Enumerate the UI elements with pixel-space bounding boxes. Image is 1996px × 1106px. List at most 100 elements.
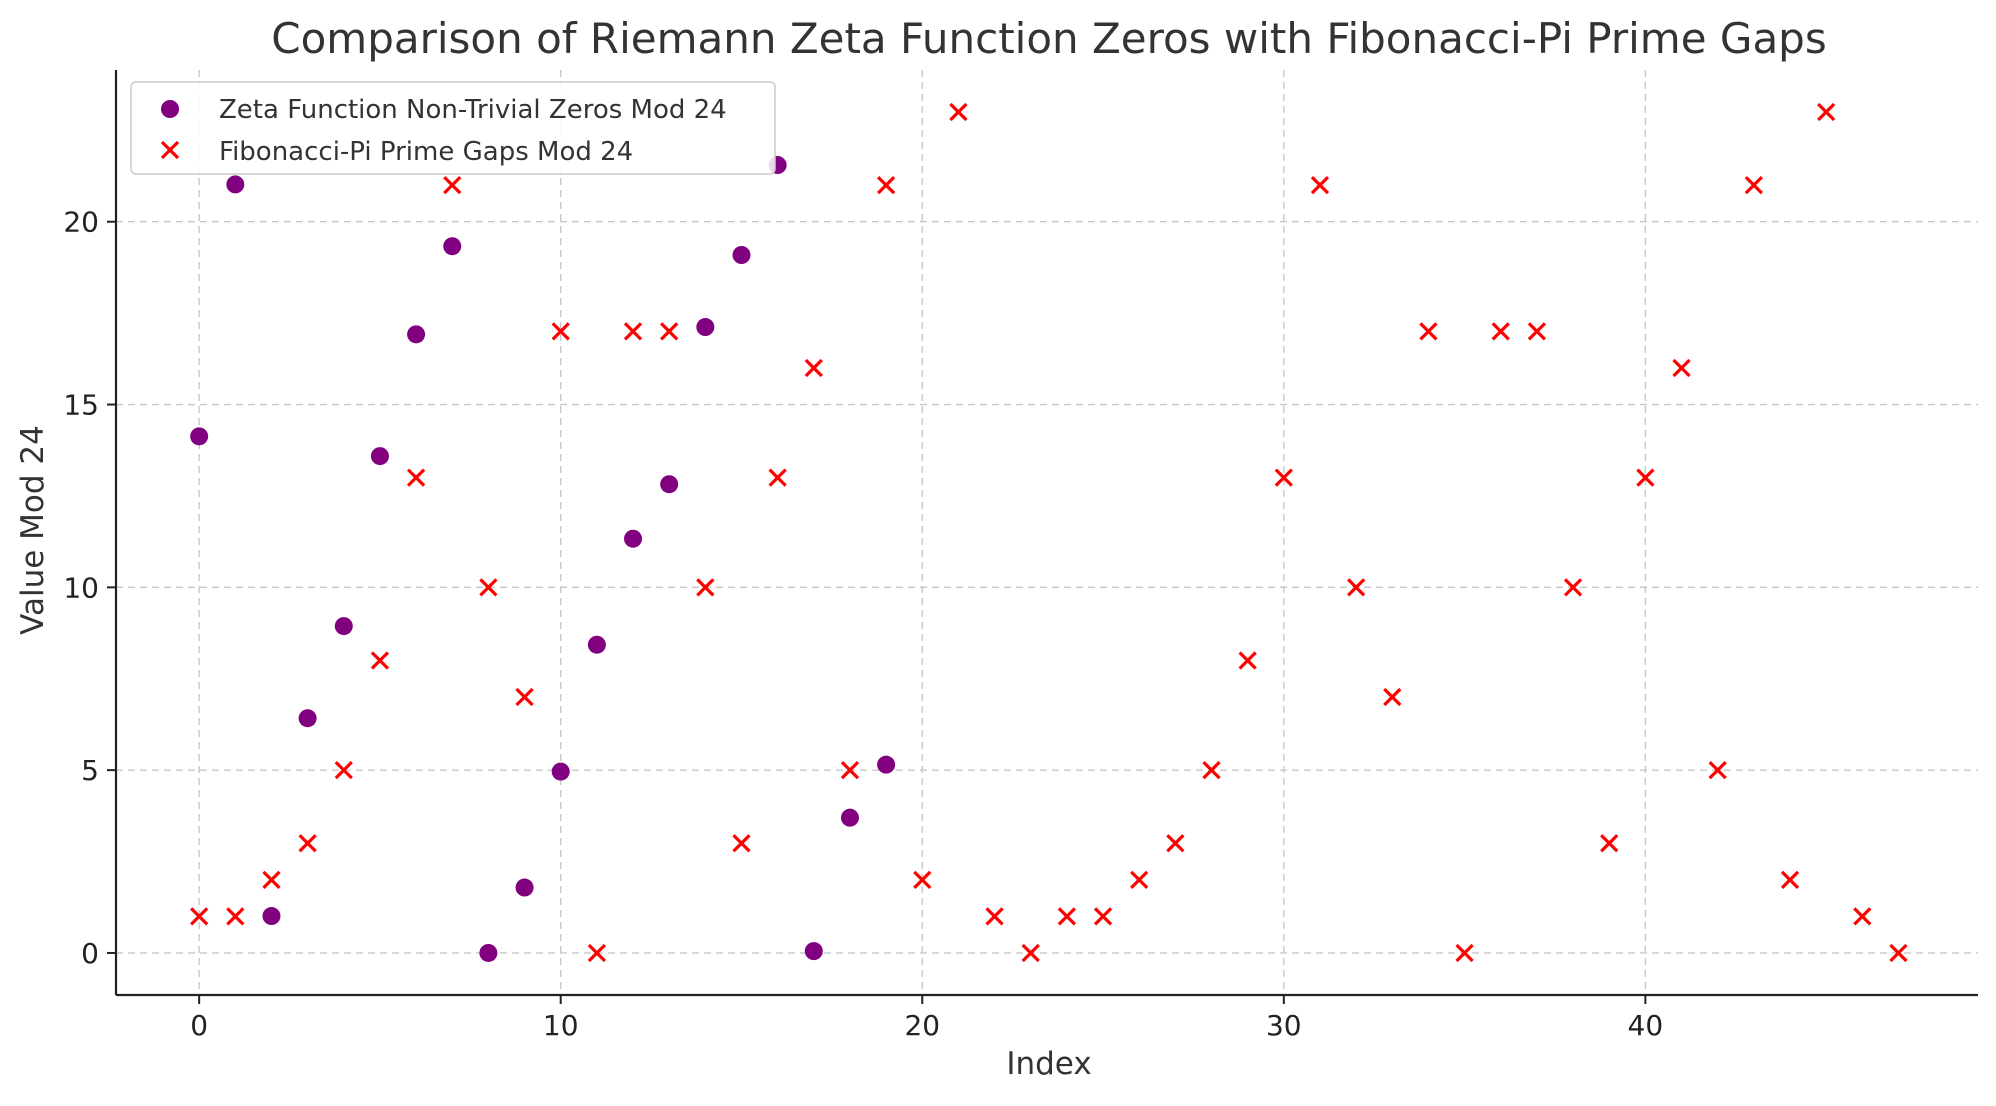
prime-gap-point — [334, 761, 353, 780]
prime-gap-point — [623, 322, 643, 341]
prime-gap-point-stroke — [262, 870, 281, 889]
prime-gap-point — [298, 834, 317, 853]
prime-gap-point — [443, 176, 462, 195]
x-tick-label: 10 — [543, 1009, 579, 1042]
prime-gap-point-stroke — [623, 322, 643, 341]
prime-gap-point-stroke — [1853, 907, 1872, 926]
prime-gap-point-stroke — [443, 176, 462, 195]
prime-gap-point-stroke — [1744, 176, 1763, 195]
prime-gap-point — [262, 870, 281, 889]
zeta-zero-point — [370, 447, 389, 466]
prime-gap-point — [1780, 870, 1800, 889]
zeta-zero-point — [696, 318, 715, 337]
prime-gap-point — [876, 176, 896, 195]
legend: Zeta Function Non-Trivial Zeros Mod 24 F… — [130, 81, 776, 175]
legend-x-marker — [160, 140, 180, 160]
x-tick-label: 40 — [1628, 1009, 1664, 1042]
prime-gap-point-stroke — [1274, 468, 1293, 487]
prime-gap-point — [1274, 468, 1293, 487]
zeta-zero-point — [624, 529, 643, 548]
prime-gap-point — [1130, 870, 1149, 889]
prime-gap-point-stroke — [1310, 176, 1330, 195]
prime-gap-point-stroke — [1780, 870, 1800, 889]
prime-gap-point — [1419, 322, 1438, 341]
axes: 0 10 20 30 40 0 5 10 15 20 — [63, 70, 1978, 1042]
prime-gap-point — [1491, 322, 1510, 341]
prime-gap-point-stroke — [1057, 907, 1077, 926]
x-tick-label: 20 — [904, 1009, 940, 1042]
prime-gap-point — [1346, 578, 1366, 597]
x-axis-label: Index — [1006, 1046, 1091, 1082]
prime-gap-point — [696, 578, 715, 597]
prime-gap-point — [840, 761, 860, 780]
prime-gap-point — [1021, 943, 1040, 963]
chart-title: Comparison of Riemann Zeta Function Zero… — [271, 14, 1826, 63]
y-axis-label: Value Mod 24 — [15, 425, 51, 635]
prime-gap-point — [1238, 651, 1257, 670]
prime-gap-point — [370, 651, 390, 670]
legend-label-zeta: Zeta Function Non-Trivial Zeros Mod 24 — [219, 95, 727, 125]
prime-gap-point — [804, 358, 823, 378]
zeta-zero-point — [298, 709, 317, 728]
prime-gap-point-stroke — [479, 578, 498, 597]
zeta-zero-point — [877, 755, 896, 774]
prime-gap-point-stroke — [913, 870, 932, 889]
zeta-zero-point — [226, 175, 245, 194]
prime-gap-point — [515, 687, 534, 707]
prime-gap-point-stroke — [1166, 834, 1185, 853]
series-1 — [190, 102, 1908, 963]
prime-gap-point — [1527, 322, 1547, 341]
prime-gap-point — [1383, 687, 1402, 707]
data-marks — [190, 102, 1908, 963]
prime-gap-point-stroke — [876, 176, 896, 195]
y-tick-label: 20 — [63, 206, 99, 239]
prime-gap-point-stroke — [985, 907, 1004, 926]
prime-gap-point — [1310, 176, 1330, 195]
prime-gap-point — [1672, 358, 1691, 378]
y-tick-label: 15 — [63, 389, 99, 422]
prime-gap-point — [1057, 907, 1077, 926]
prime-gap-point-stroke — [1527, 322, 1547, 341]
prime-gap-point-stroke — [1202, 761, 1221, 780]
prime-gap-point-stroke — [406, 468, 426, 487]
prime-gap-point-stroke — [696, 578, 715, 597]
prime-gap-point-stroke — [1672, 358, 1691, 378]
prime-gap-point — [1202, 761, 1221, 780]
prime-gap-point-stroke — [1817, 102, 1836, 122]
grid — [116, 70, 1978, 995]
prime-gap-point-stroke — [840, 761, 860, 780]
prime-gap-point-stroke — [1889, 943, 1908, 963]
prime-gap-point — [406, 468, 426, 487]
prime-gap-point — [1166, 834, 1185, 853]
legend-label-fibonacci: Fibonacci-Pi Prime Gaps Mod 24 — [219, 137, 633, 167]
prime-gap-point-stroke — [1491, 322, 1510, 341]
prime-gap-point — [985, 907, 1004, 926]
prime-gap-point-stroke — [587, 943, 606, 963]
zeta-zero-point — [479, 943, 498, 962]
series-0 — [190, 156, 896, 962]
zeta-zero-point — [334, 617, 353, 636]
y-tick-label: 10 — [63, 571, 99, 604]
prime-gap-point-stroke — [1093, 907, 1113, 926]
prime-gap-point-stroke — [1419, 322, 1438, 341]
zeta-zero-point — [732, 246, 751, 264]
x-tick-label: 30 — [1266, 1009, 1302, 1042]
prime-gap-point — [1636, 468, 1655, 487]
prime-gap-point — [479, 578, 498, 597]
prime-gap-point — [1853, 907, 1872, 926]
prime-gap-point-stroke — [949, 102, 968, 122]
prime-gap-point — [660, 322, 679, 341]
prime-gap-point-stroke — [660, 322, 679, 341]
prime-gap-point — [732, 834, 751, 853]
zeta-zero-point — [443, 237, 462, 256]
prime-gap-point-stroke — [1636, 468, 1655, 487]
legend-frame — [130, 81, 776, 175]
prime-gap-point-stroke — [515, 687, 534, 707]
prime-gap-point-stroke — [732, 834, 751, 853]
zeta-zero-point — [840, 808, 859, 827]
prime-gap-point — [1889, 943, 1908, 963]
prime-gap-point — [1744, 176, 1763, 195]
prime-gap-point-stroke — [1708, 761, 1727, 780]
